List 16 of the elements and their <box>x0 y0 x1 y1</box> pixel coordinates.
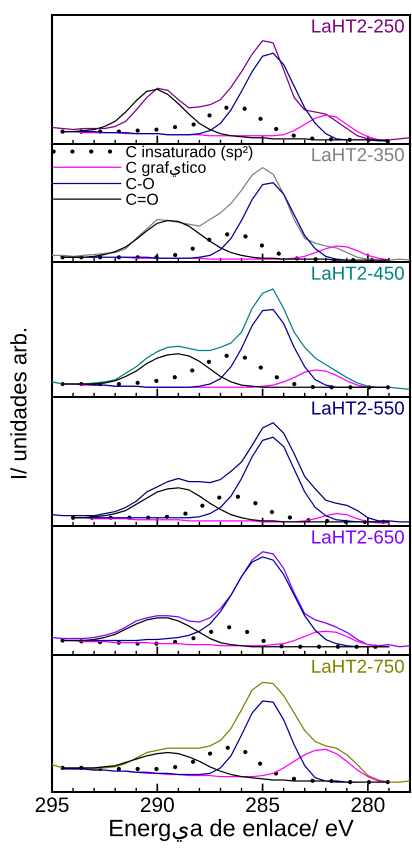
chart-title: LaHT2-250 <box>312 19 404 33</box>
legend-label: C-O <box>126 178 154 190</box>
y-axis-title: I/ unidades arb. <box>10 328 27 478</box>
chart-title: LaHT2-750 <box>312 660 404 673</box>
x-tick-label: 290 <box>140 797 174 812</box>
legend-label: C insaturado (sp²) <box>126 146 252 160</box>
chart-title: LaHT2-450 <box>312 266 404 280</box>
legend-label: C grafيtico <box>126 161 206 177</box>
x-tick-label: 295 <box>36 797 69 812</box>
chart-title: LaHT2-650 <box>312 530 404 544</box>
x-tick-label: 280 <box>352 797 384 812</box>
chart-title: LaHT2-550 <box>312 401 404 415</box>
x-tick-label: 285 <box>246 797 280 812</box>
chart-title: LaHT2-350 <box>312 148 404 162</box>
x-axis-title: Energيa de enlace/ eV <box>110 819 354 842</box>
legend-label: C=O <box>126 194 158 205</box>
